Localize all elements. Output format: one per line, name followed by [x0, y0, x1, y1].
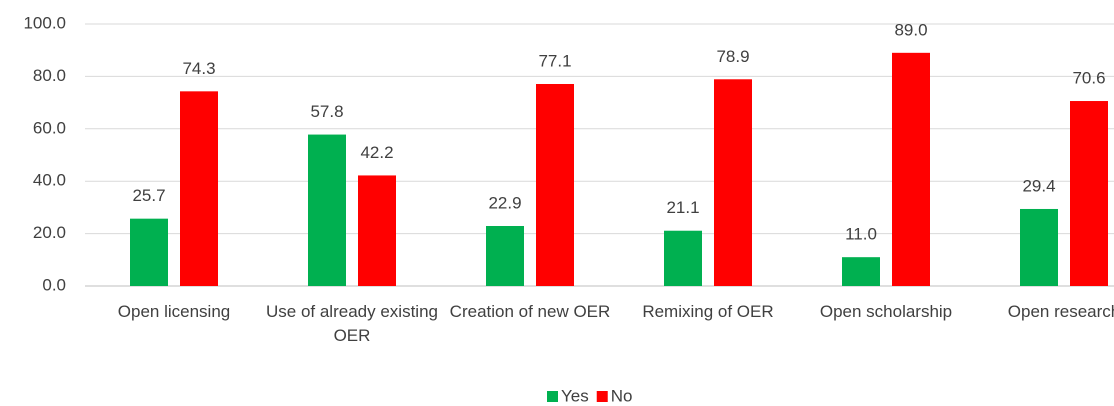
y-tick-label: 20.0 — [33, 223, 66, 242]
data-label: 70.6 — [1072, 69, 1105, 88]
data-label: 25.7 — [132, 186, 165, 205]
data-label: 74.3 — [182, 59, 215, 78]
x-tick-label: Open scholarship — [819, 302, 953, 321]
y-tick-label: 40.0 — [33, 171, 66, 190]
legend-label: No — [611, 386, 633, 405]
data-label: 57.8 — [310, 102, 343, 121]
data-label: 77.1 — [538, 51, 571, 70]
x-tick-label: Use of already existing OER — [266, 302, 438, 345]
y-tick-label: 80.0 — [33, 66, 66, 85]
bar — [1070, 101, 1108, 286]
y-tick-label: 60.0 — [33, 118, 66, 137]
data-label: 78.9 — [716, 47, 749, 66]
data-label: 22.9 — [488, 193, 521, 212]
x-tick-label: Remixing of OER — [642, 302, 774, 321]
x-tick-label: Creation of new OER — [449, 302, 611, 321]
y-tick-label: 100.0 — [23, 13, 66, 32]
bar — [664, 230, 702, 286]
data-label: 42.2 — [360, 143, 393, 162]
data-label: 21.1 — [666, 198, 699, 217]
x-tick-label: Open licensing — [117, 302, 231, 321]
bar — [714, 79, 752, 286]
bar — [486, 226, 524, 286]
bar — [130, 218, 168, 286]
bar — [892, 52, 930, 286]
bar — [358, 175, 396, 286]
legend-swatch — [596, 391, 608, 402]
y-tick-label: 0.0 — [42, 275, 66, 294]
bar — [1020, 208, 1058, 286]
legend-swatch — [547, 391, 558, 402]
bar — [308, 134, 346, 286]
bar — [180, 91, 218, 286]
data-label: 29.4 — [1022, 176, 1055, 195]
bar — [536, 83, 574, 286]
data-label: 89.0 — [894, 20, 927, 39]
bar — [842, 257, 880, 286]
data-label: 11.0 — [845, 225, 877, 244]
legend-label: Yes — [561, 386, 589, 405]
x-tick-label: Open research — [1007, 302, 1114, 321]
